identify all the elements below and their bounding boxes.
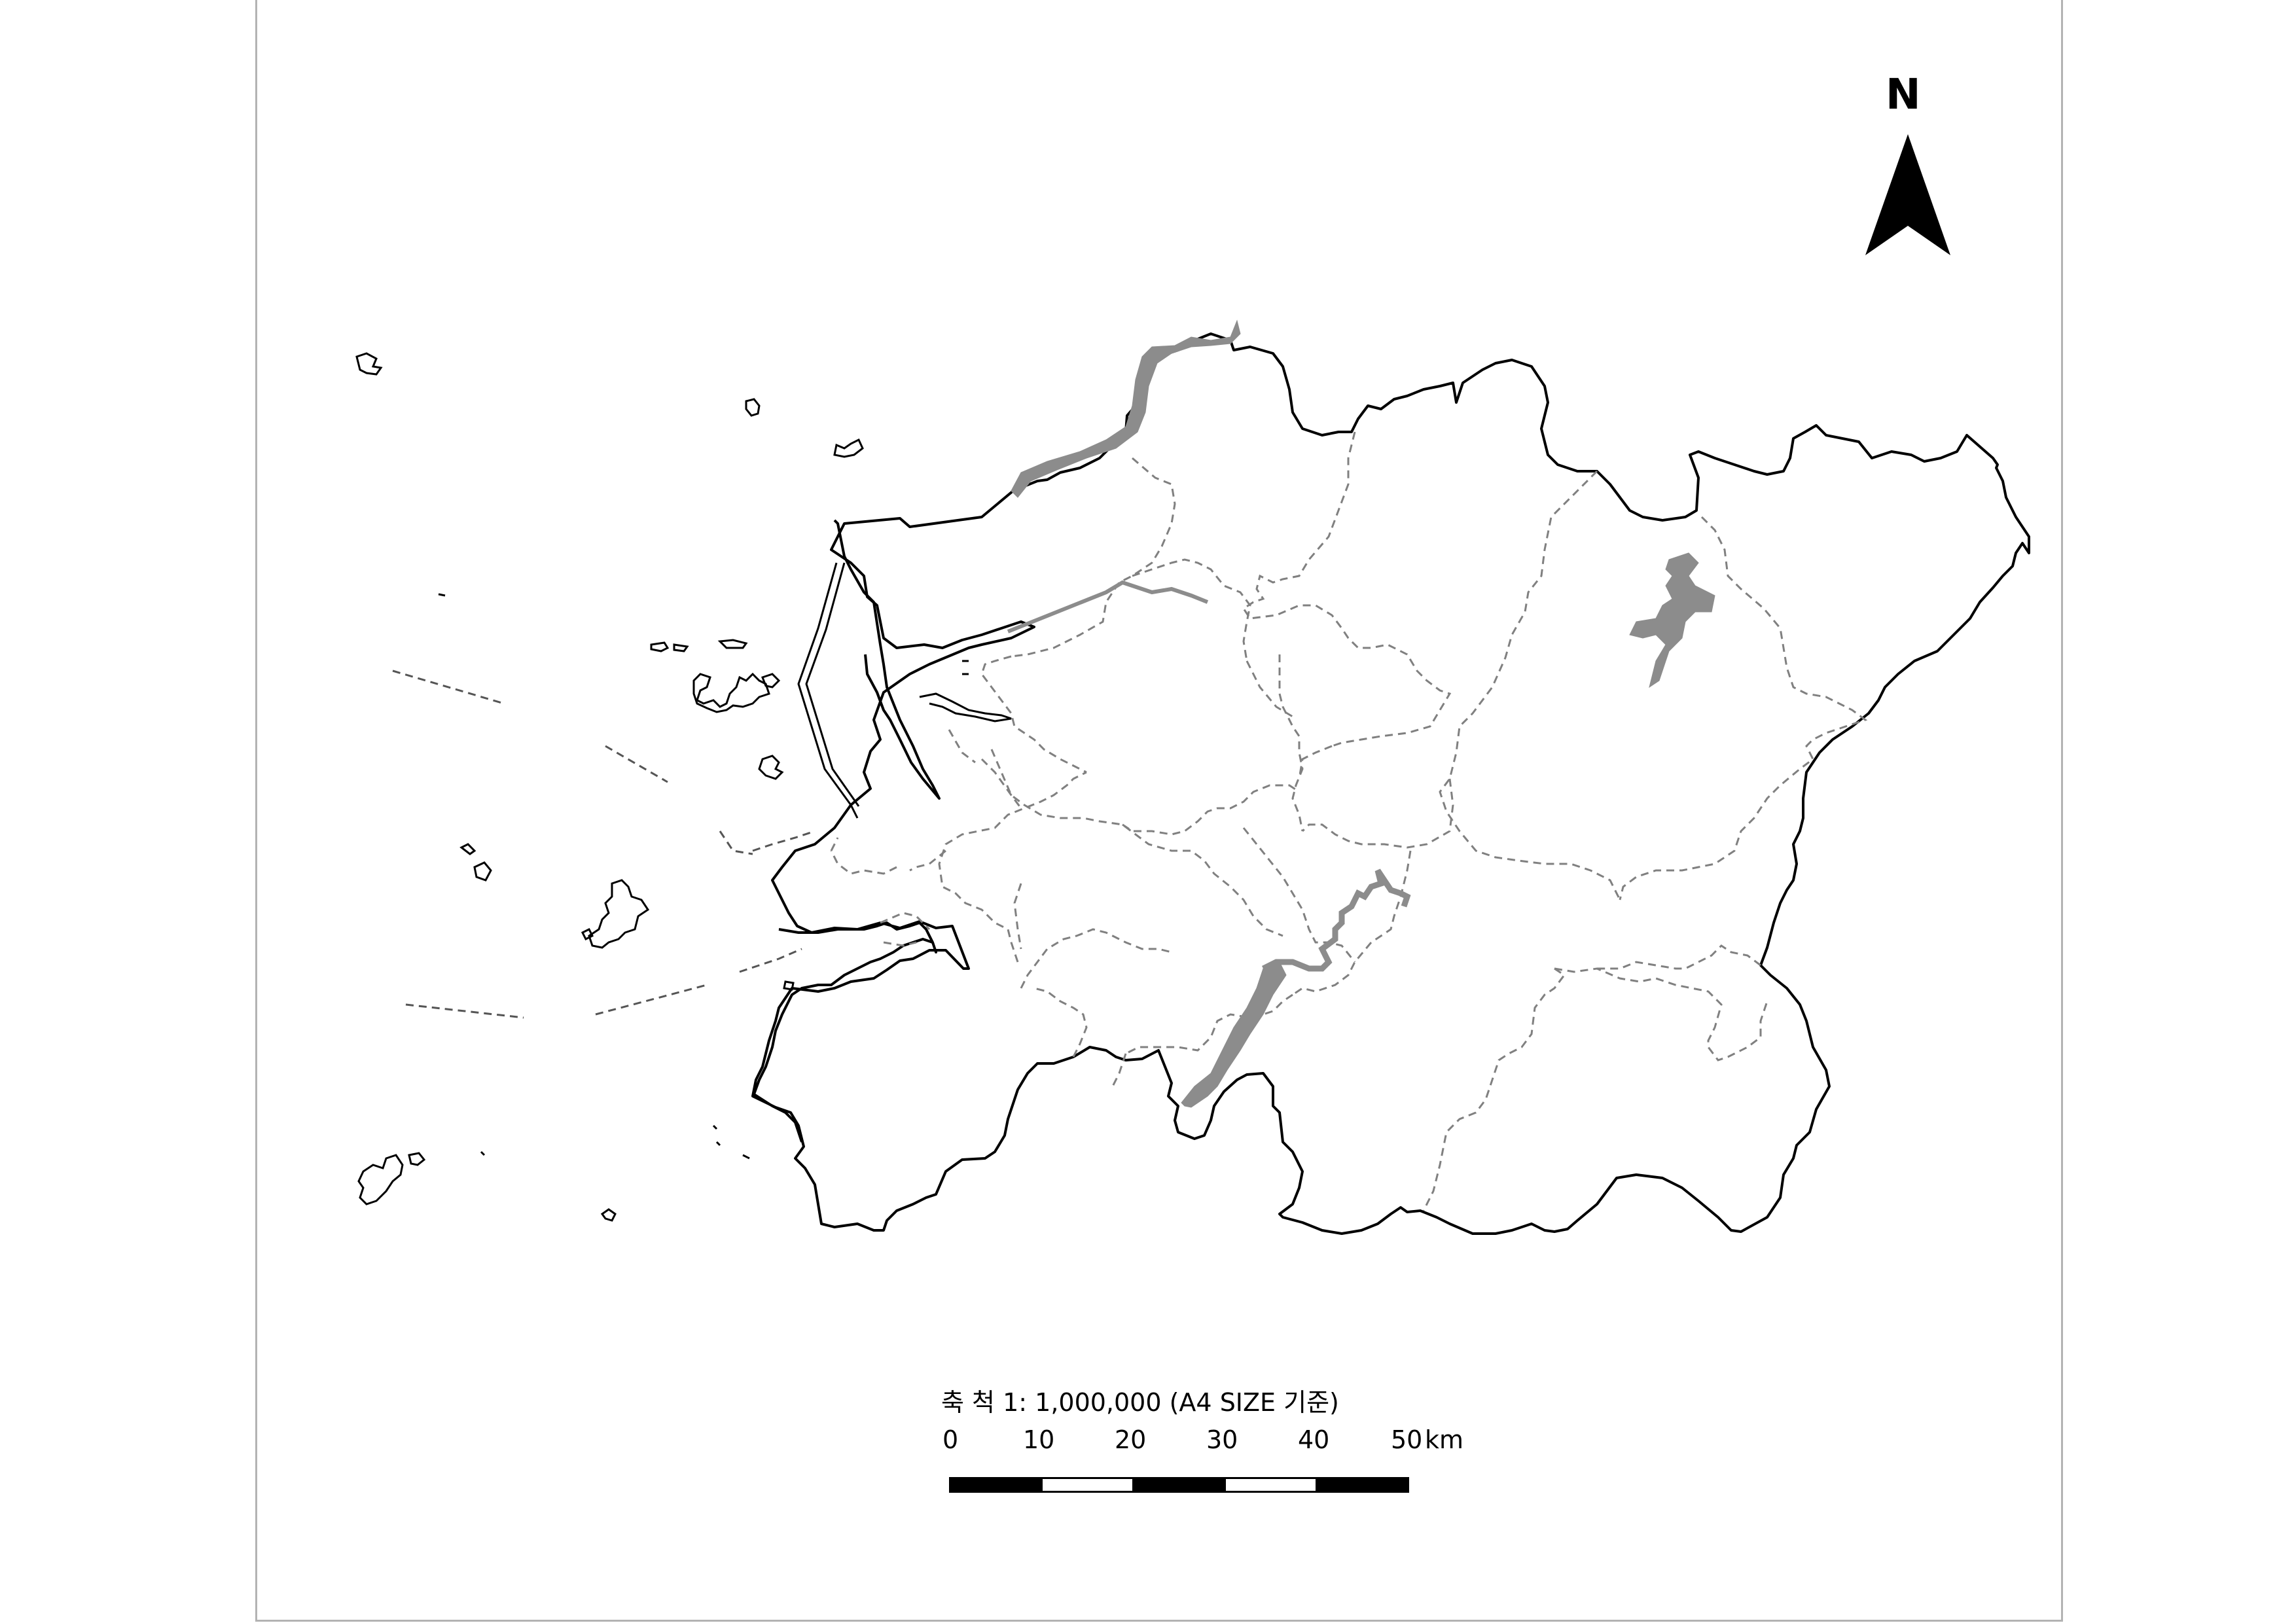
district-lines [830, 431, 1868, 1211]
scale-tick-20: 20 [1115, 1425, 1147, 1454]
southwest-reservoir [1181, 961, 1287, 1108]
coastline-south [753, 921, 937, 1143]
scale-segment-5 [1316, 1477, 1409, 1493]
scale-tick-50: 50 [1391, 1425, 1423, 1454]
map-frame [255, 0, 2063, 1622]
scale-tick-30: 30 [1206, 1425, 1238, 1454]
north-river [1011, 319, 1241, 498]
scale-tick-0: 0 [942, 1425, 959, 1454]
causeway [797, 562, 860, 819]
coastline-west [833, 519, 941, 800]
islands [355, 352, 969, 1222]
central-river-2 [1261, 868, 1411, 972]
inlet [919, 692, 1012, 722]
scale-segment-3 [1132, 1477, 1226, 1493]
north-label: N [1886, 71, 1921, 119]
northeast-lake [1629, 552, 1715, 688]
scale-segment-4 [1224, 1477, 1318, 1493]
scale-tick-40: 40 [1298, 1425, 1330, 1454]
scale-unit: km [1425, 1425, 1464, 1454]
north-arrow-shape [1865, 134, 1950, 255]
water-bodies [1007, 319, 1715, 1108]
scale-tick-10: 10 [1023, 1425, 1055, 1454]
province-outline [751, 332, 2030, 1235]
sea-boundaries [392, 669, 816, 1019]
central-river [1007, 580, 1209, 633]
scale-segment-2 [1041, 1477, 1134, 1493]
scale-segment-1 [949, 1477, 1043, 1493]
scale-title: 축 척 1: 1,000,000 (A4 SIZE 기준) [941, 1388, 1339, 1417]
